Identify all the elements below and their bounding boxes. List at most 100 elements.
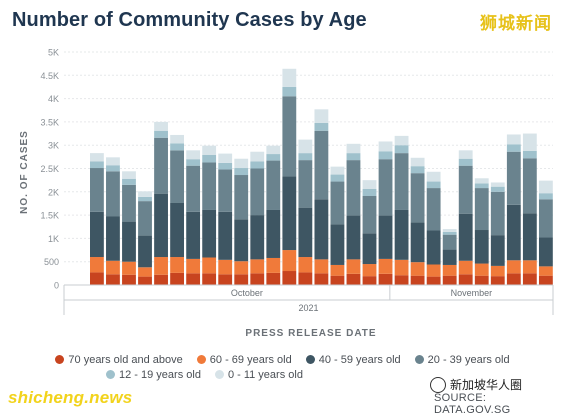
bar-segment <box>474 183 489 189</box>
wechat-logo-icon <box>430 376 446 393</box>
bar-segment <box>314 130 329 200</box>
bar-segment <box>506 134 521 145</box>
legend-item-40-59[interactable]: 40 - 59 years old <box>305 353 401 366</box>
bar-segment <box>122 221 136 262</box>
x-month-label: October <box>231 288 263 298</box>
bar-segment <box>442 229 457 232</box>
bar-segment <box>474 263 489 276</box>
bar-segment <box>506 151 521 205</box>
bar-segment <box>378 273 393 285</box>
bar-segment <box>346 153 361 161</box>
bar-segment <box>234 158 249 169</box>
bar-segment <box>106 216 120 261</box>
bar-segment <box>218 211 233 260</box>
bar-segment <box>170 134 184 144</box>
bar-segment <box>282 176 297 251</box>
x-month-label: November <box>451 288 493 298</box>
bar-segment <box>378 258 393 274</box>
bar-segment <box>170 150 184 203</box>
bar-segment <box>394 135 409 146</box>
legend-item-60-69[interactable]: 60 - 69 years old <box>196 353 292 366</box>
bar-segment <box>490 186 505 192</box>
bar-segment <box>458 260 473 275</box>
y-tick-label: 4.5K <box>40 71 59 81</box>
bar-segment <box>506 204 521 261</box>
bar-segment <box>330 224 345 265</box>
y-tick-label: 500 <box>44 257 59 267</box>
bar-segment <box>538 193 553 200</box>
bar-segment <box>426 264 441 277</box>
legend-item-0-11[interactable]: 0 - 11 years old <box>214 368 303 381</box>
legend-label: 12 - 19 years old <box>119 368 201 381</box>
bar-segment <box>186 273 201 285</box>
bar-segment <box>538 275 553 285</box>
bar-segment <box>234 175 249 220</box>
bar-segment <box>218 169 233 212</box>
bar-segment <box>186 150 201 160</box>
bar-segment <box>426 188 441 231</box>
bar-segment <box>90 272 104 285</box>
bar-segment <box>282 250 297 272</box>
bar-segment <box>186 211 201 259</box>
bar-segment <box>458 165 473 214</box>
bar-segment <box>538 199 553 238</box>
bar-segment <box>138 276 152 285</box>
watermark-account-label: 新加坡华人圈 <box>450 378 523 392</box>
bar-segment <box>362 264 377 277</box>
data-source: SOURCE: DATA.GOV.SG <box>434 392 511 416</box>
bar-segment <box>362 276 377 285</box>
bar-segment <box>170 257 184 273</box>
bar-segment <box>298 257 313 273</box>
bar-segment <box>490 276 505 285</box>
bar-segment <box>282 68 297 87</box>
legend-dot-icon <box>196 355 206 364</box>
legend-item-20-39[interactable]: 20 - 39 years old <box>414 354 510 366</box>
legend-dot-icon <box>106 370 115 379</box>
bar-segment <box>506 144 521 152</box>
bar-segment <box>330 275 345 285</box>
bar-segment <box>442 264 457 276</box>
bar-segment <box>282 86 297 97</box>
bar-segment <box>538 266 553 276</box>
bar-segment <box>490 235 505 266</box>
bar-segment <box>346 160 361 216</box>
bar-segment <box>266 160 281 210</box>
bar-segment <box>394 259 409 276</box>
bar-segment <box>410 275 425 285</box>
bar-segment <box>394 145 409 154</box>
bar-segment <box>442 249 457 265</box>
bar-segment <box>250 215 265 260</box>
bar-segment <box>138 191 152 197</box>
bar-segment <box>298 139 313 154</box>
legend: 70 years old and above 60 - 69 years old… <box>0 352 565 382</box>
legend-label: 70 years old and above <box>68 353 183 366</box>
bar-segment <box>458 158 473 166</box>
y-tick-label: 2K <box>48 187 59 197</box>
bar-segment <box>378 141 393 152</box>
bar-segment <box>346 273 361 285</box>
bar-segment <box>266 209 281 258</box>
y-tick-label: 2.5K <box>40 164 59 174</box>
bar-segment <box>426 171 441 182</box>
bar-segment <box>234 168 249 176</box>
legend-item-12-19[interactable]: 12 - 19 years old <box>106 369 201 381</box>
bar-segment <box>474 230 489 264</box>
x-axis-label: PRESS RELEASE DATE <box>245 328 376 339</box>
bar-segment <box>122 261 136 275</box>
bar-segment <box>266 154 281 161</box>
bar-segment <box>234 274 249 285</box>
bar-segment <box>394 153 409 210</box>
legend-item-70-plus[interactable]: 70 years old and above <box>55 353 183 366</box>
legend-label: 0 - 11 years old <box>227 368 303 381</box>
legend-label: 60 - 69 years old <box>209 353 292 366</box>
bar-segment <box>122 184 136 222</box>
bar-segment <box>522 213 537 261</box>
bar-segment <box>186 258 201 274</box>
bar-segment <box>298 153 313 161</box>
bar-segment <box>90 153 104 162</box>
bar-segment <box>522 260 537 274</box>
legend-label: 40 - 59 years old <box>318 353 401 366</box>
bar-segment <box>170 272 184 285</box>
bar-segment <box>378 151 393 160</box>
bar-segment <box>506 260 521 274</box>
